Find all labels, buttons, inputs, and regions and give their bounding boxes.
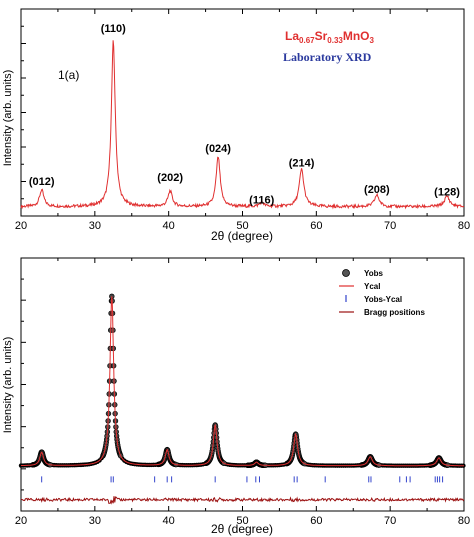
panel-b: 20 30 40 50 60 70 80 Yobs Ycal Yobs-Ycal Bragg po… (2, 257, 470, 536)
legend-label: Yobs-Ycal (364, 295, 402, 304)
panel-a-label: 1(a) (58, 68, 79, 82)
panel-b-x-tick-label: 20 (15, 515, 27, 527)
legend-label: Ycal (364, 282, 380, 291)
legend: Yobs Ycal Yobs-Ycal Bragg positions (338, 264, 462, 322)
legend-background (338, 264, 462, 322)
panel-b-x-ticks: 20 30 40 50 60 70 80 (15, 258, 470, 527)
panel-b-x-tick-label: 30 (89, 515, 101, 527)
formula-subscript-o: 3 (370, 36, 375, 45)
calculated-curve (20, 296, 464, 467)
panel-a-x-tick-label: 80 (458, 220, 470, 232)
panel-a-x-tick-label: 50 (236, 220, 248, 232)
peak-label: (128) (434, 186, 460, 198)
panel-b-x-tick-label: 70 (384, 515, 396, 527)
peak-label: (024) (205, 143, 231, 155)
panel-b-x-tick-label: 40 (163, 515, 175, 527)
peak-annotations: (012) (110) (202) (024) (116) (214) (208) (128) (29, 23, 460, 207)
formula-element-sr: Sr (315, 29, 328, 43)
panel-b-x-tick-label: 60 (310, 515, 322, 527)
bragg-position-ticks (41, 476, 444, 483)
legend-marker-circle (342, 269, 350, 277)
laboratory-xrd-pattern (20, 40, 465, 210)
panel-a-x-ticks: 20 30 40 50 60 70 80 (15, 9, 470, 232)
peak-label: (012) (29, 176, 55, 188)
panel-b-y-ticks (21, 257, 26, 512)
panel-a-x-tick-label: 20 (15, 220, 27, 232)
difference-curve (20, 496, 465, 505)
panel-a-x-tick-label: 70 (384, 220, 396, 232)
panel-a-x-axis-label: 2θ (degree) (211, 229, 273, 243)
formula-element-la: La (285, 29, 299, 43)
panel-b-x-tick-label: 80 (458, 515, 470, 527)
formula-element-mno: MnO (343, 29, 370, 43)
chart-subtitle: Laboratory XRD (283, 50, 372, 64)
formula-subscript-la: 0.67 (299, 36, 315, 45)
panel-a-x-tick-label: 40 (163, 220, 175, 232)
panel-b-x-tick-label: 50 (236, 515, 248, 527)
panel-a: 20 30 40 50 60 70 80 (012) (110) (202) (024) (116)… (2, 8, 470, 243)
legend-label: Yobs (364, 269, 384, 278)
peak-label: (208) (364, 184, 390, 196)
peak-label: (116) (249, 195, 274, 207)
panel-a-y-axis-label: Intensity (arb. units) (2, 70, 14, 167)
peak-label: (110) (101, 23, 126, 35)
panel-a-x-tick-label: 60 (310, 220, 322, 232)
panel-a-x-tick-label: 30 (89, 220, 101, 232)
formula-subscript-sr: 0.33 (327, 36, 343, 45)
panel-a-frame (20, 8, 465, 217)
panel-a-y-ticks (21, 8, 26, 217)
legend-label: Bragg positions (364, 308, 425, 317)
peak-label: (214) (289, 157, 315, 169)
panel-b-y-axis-label: Intensity (arb. units) (2, 337, 14, 434)
panel-b-x-axis-label: 2θ (degree) (211, 522, 273, 536)
compound-formula: La0.67Sr0.33MnO3 (285, 29, 375, 45)
peak-label: (202) (157, 172, 183, 184)
